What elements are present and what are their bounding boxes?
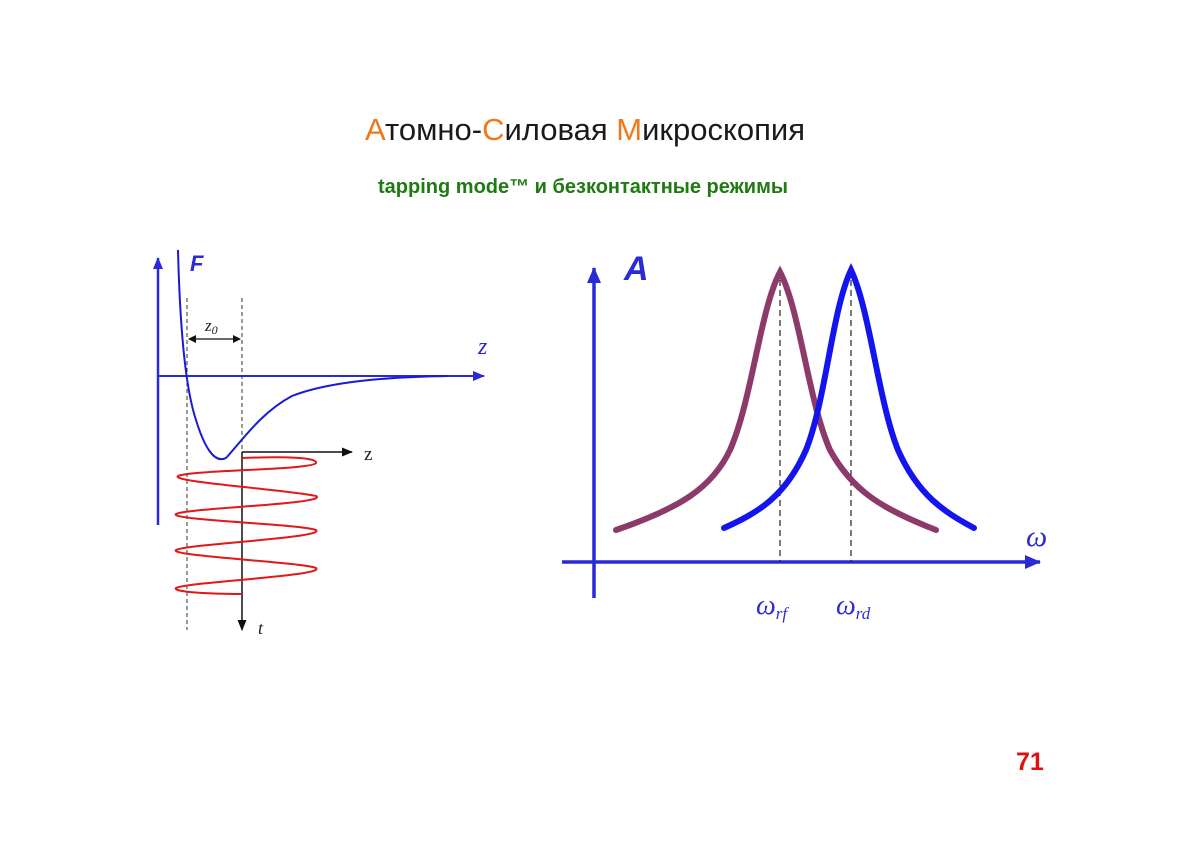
amplitude-axis-label: A <box>623 250 649 288</box>
gap-label: z0 <box>204 316 218 337</box>
frequency-axis-label: ω <box>1026 520 1047 553</box>
force-axis-label: F <box>190 251 204 276</box>
distance-axis-label: z <box>477 334 488 360</box>
time-axis-label: t <box>258 618 264 638</box>
title-text-segment: томно- <box>385 112 483 147</box>
resonance-driven-label: ωrd <box>836 590 871 623</box>
slide-title: Атомно-Силовая Микроскопия <box>0 112 1170 148</box>
force-curve <box>177 249 449 461</box>
resonance-curve-driven <box>721 262 977 531</box>
slide-subtitle: tapping mode™ и безконтактные режимы <box>378 176 788 198</box>
resonance-free-label: ωrf <box>756 590 789 623</box>
oscillation-wave <box>174 456 318 595</box>
resonance-curve-free <box>613 265 939 533</box>
oscillation-axis-label: z <box>364 444 372 465</box>
title-accent-letter: А <box>365 112 385 147</box>
resonance-diagram: A ω ωrf ωrd <box>562 250 1047 623</box>
title-accent-letter: С <box>482 112 505 147</box>
page-number: 71 <box>1016 748 1044 776</box>
title-text-segment: икроскопия <box>642 112 805 147</box>
title-text-segment: иловая <box>504 112 617 147</box>
force-distance-diagram: F z z0 z t <box>153 249 488 638</box>
title-accent-letter: М <box>616 112 643 147</box>
